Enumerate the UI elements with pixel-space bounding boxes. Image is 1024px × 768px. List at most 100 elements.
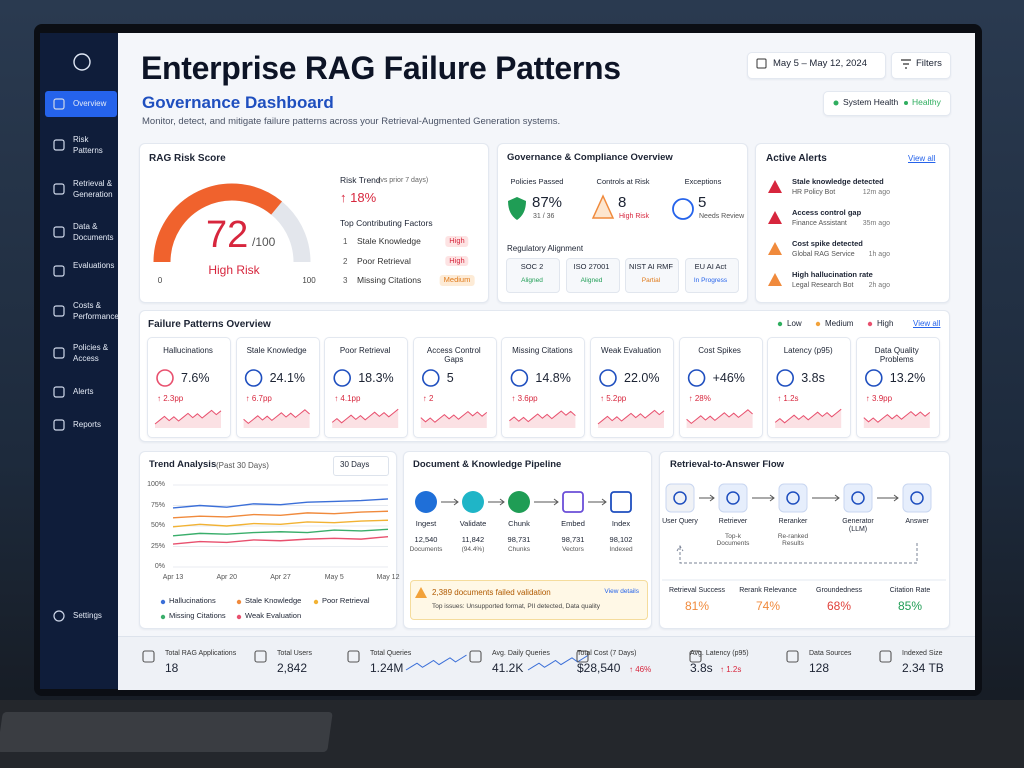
legend-label: Low (787, 319, 802, 328)
arrow (488, 498, 505, 506)
pattern-change: ↑ 3.9pp (865, 394, 893, 403)
framework-name: ISO 27001 (573, 262, 610, 271)
nav-icon (53, 347, 65, 359)
alert-icon (768, 211, 782, 224)
step-unit: Vectors (562, 546, 584, 553)
step-name: Chunk (508, 519, 530, 528)
alert-title[interactable]: Cost spike detected (792, 239, 863, 248)
alerts-panel (755, 143, 950, 303)
sparkline (331, 408, 399, 424)
framework-box (506, 258, 560, 293)
stat-icon (347, 650, 360, 663)
footer-label: Avg. Latency (p95) (690, 650, 749, 657)
nav-item[interactable]: Retrieval & Generation (73, 179, 113, 199)
flow-panel (659, 451, 950, 629)
pattern-name: Stale Knowledge (246, 346, 307, 355)
factor-rank: 1 (343, 237, 348, 246)
view-all[interactable]: View all (908, 154, 936, 163)
sparkline-area (155, 410, 221, 428)
pattern-icon (599, 369, 617, 387)
arrow (699, 494, 715, 502)
step-unit: Chunks (507, 546, 531, 553)
framework-name: EU AI Act (694, 262, 727, 271)
flow-glyph (851, 491, 865, 505)
footer-value: 2.34 TB (902, 661, 944, 675)
filter-icon (901, 59, 911, 69)
stat-icon (142, 650, 155, 663)
stat-value: 87% (532, 194, 563, 211)
pattern-change: ↑ 2 (422, 394, 434, 403)
x-tick-label: May 5 (324, 574, 344, 581)
page-description: Monitor, detect, and mitigate failure pa… (142, 116, 561, 127)
trend-line (172, 510, 389, 519)
footer-value: 2,842 (277, 661, 308, 675)
y-tick-label: 25% (150, 542, 165, 550)
pattern-value: 18.3% (358, 371, 394, 385)
factors-title: Top Contributing Factors (340, 218, 433, 228)
nav-item[interactable]: Reports (73, 420, 102, 429)
legend-dot (867, 321, 873, 327)
nav-settings[interactable]: Settings (73, 611, 102, 620)
nav-icon (53, 183, 65, 195)
sparkline-area (332, 409, 399, 428)
alert-time: 35m ago (862, 220, 890, 227)
x-tick-label: Apr 13 (162, 574, 184, 581)
health-dot (833, 100, 839, 106)
alert-title[interactable]: Access control gap (792, 208, 862, 217)
footer-value: 3.8s (690, 661, 713, 675)
nav-icon (53, 98, 65, 110)
sparkline (863, 410, 931, 423)
flow-step-detail: Re-ranked Results (777, 533, 809, 548)
pattern-name: Hallucinations (163, 346, 213, 355)
pattern-change: ↑ 3.6pp (511, 394, 538, 403)
date-button (747, 52, 886, 79)
legend-dot (236, 614, 242, 620)
alert-source: Global RAG Service (792, 251, 855, 258)
nav-item[interactable]: Costs & Performance (73, 301, 119, 321)
alert-title[interactable]: High hallucination rate (792, 270, 873, 279)
pattern-icon (421, 369, 440, 387)
step-unit: Documents (409, 546, 443, 553)
panel-title: Retrieval-to-Answer Flow (670, 459, 785, 470)
alert-time: 2h ago (868, 282, 890, 289)
legend-label: Poor Retrieval (322, 596, 370, 605)
view-details[interactable]: View details (604, 588, 639, 595)
pattern-change: ↑ 4.1pp (334, 394, 361, 403)
sparkline-area (775, 409, 842, 428)
stat-icon (576, 650, 589, 663)
nav-item[interactable]: Alerts (73, 387, 94, 396)
view-all[interactable]: View all (913, 319, 941, 328)
nav-item[interactable]: Data & Documents (73, 222, 114, 242)
flow-glyph (673, 491, 687, 505)
nav-item[interactable]: Evaluations (73, 261, 115, 270)
step-count: 11,842 (461, 535, 485, 544)
pattern-value: 14.8% (535, 371, 571, 385)
nav-item[interactable]: Policies & Access (73, 343, 109, 363)
page-title: Enterprise RAG Failure Patterns (141, 50, 621, 86)
sparkline (597, 409, 665, 425)
pattern-name: Latency (p95) (783, 346, 833, 355)
date-range[interactable]: May 5 – May 12, 2024 (773, 58, 867, 69)
arrow (752, 494, 775, 502)
factor-rank: 3 (343, 276, 348, 285)
filters-label[interactable]: Filters (916, 58, 942, 69)
framework-box (625, 258, 679, 293)
footer-label: Total Users (277, 650, 313, 657)
alert-title[interactable]: Stale knowledge detected (792, 177, 884, 186)
warning-box (410, 580, 648, 620)
flow-step-name: Reranker (778, 518, 808, 525)
framework-box (684, 258, 739, 293)
stat-icon (469, 650, 482, 663)
nav-item[interactable]: Risk Patterns (73, 135, 103, 155)
legend-dot (160, 614, 166, 620)
flow-icon (902, 483, 932, 513)
alert-time: 12m ago (862, 189, 890, 196)
range-select-label[interactable]: 30 Days (340, 460, 370, 469)
logo (73, 53, 91, 71)
step-name: Ingest (415, 519, 437, 528)
system-health: System Health (843, 97, 899, 107)
pattern-icon (244, 369, 263, 387)
step-unit: (94.4%) (461, 546, 485, 553)
nav-item[interactable]: Overview (73, 99, 107, 108)
footer-value: 41.2K (492, 661, 524, 675)
